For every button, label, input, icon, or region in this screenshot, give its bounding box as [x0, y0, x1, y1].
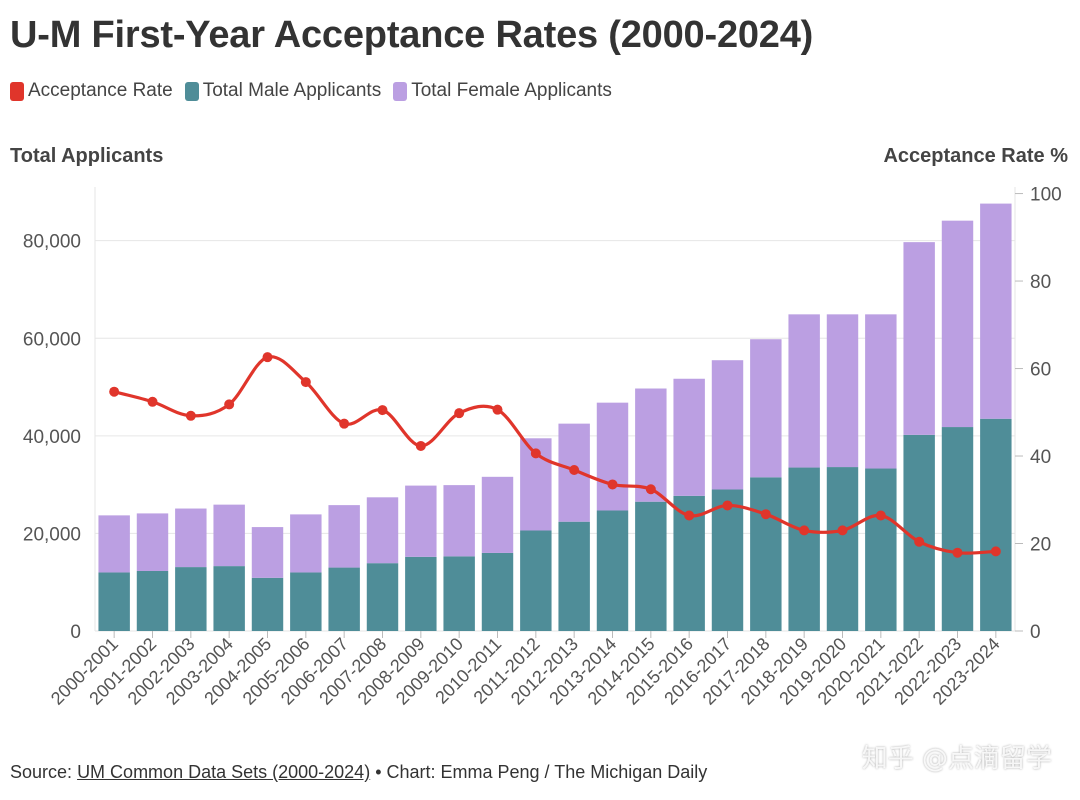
bar-male [481, 552, 514, 631]
y2-tick-label: 60 [1030, 360, 1051, 381]
bar-female [826, 314, 859, 468]
footer: Source: UM Common Data Sets (2000-2024) … [10, 762, 707, 783]
bar-male [520, 530, 552, 631]
bar-female [788, 314, 820, 468]
acceptance-rate-point [914, 536, 925, 547]
acceptance-rate-point [990, 546, 1001, 557]
bar-female [251, 527, 284, 578]
y2-tick-label: 20 [1030, 535, 1051, 556]
bar-female [865, 314, 897, 469]
y-tick-label: 0 [70, 622, 81, 643]
bar-female [941, 220, 974, 428]
left-axis-title: Total Applicants [10, 145, 164, 167]
bar-male [558, 521, 590, 631]
bar-male [175, 567, 207, 631]
legend-item-acceptance-rate: Acceptance Rate [10, 80, 173, 102]
bar-female [750, 339, 782, 478]
bar-male [750, 477, 782, 631]
bar-female [98, 515, 130, 573]
chart-credit: • Chart: Emma Peng / The Michigan Daily [370, 762, 708, 782]
acceptance-rate-point [569, 465, 580, 476]
acceptance-rate-point [300, 377, 311, 388]
bar-male [366, 563, 399, 631]
y2-tick-label: 100 [1030, 185, 1062, 206]
legend-label-female: Total Female Applicants [411, 80, 612, 101]
acceptance-rate-point [109, 386, 120, 397]
legend-label-male: Total Male Applicants [202, 80, 382, 101]
acceptance-rate-point [645, 484, 656, 495]
y-tick-label: 60,000 [23, 329, 81, 350]
bar-male [136, 570, 169, 631]
bar-male [213, 566, 245, 631]
acceptance-rate-point [875, 510, 886, 521]
acceptance-rate-point [224, 399, 235, 410]
bar-female [481, 476, 514, 553]
bar-female [405, 485, 437, 557]
bar-male [251, 577, 284, 631]
y-tick-label: 20,000 [23, 524, 81, 545]
bar-female [136, 513, 169, 571]
bar-female [635, 388, 667, 502]
bar-male [980, 418, 1012, 631]
bar-female [290, 514, 322, 573]
bar-female [903, 242, 935, 435]
legend-label-acceptance-rate: Acceptance Rate [28, 80, 173, 101]
acceptance-rate-point [339, 418, 350, 429]
source-link[interactable]: UM Common Data Sets (2000-2024) [77, 762, 371, 782]
legend-swatch-male [184, 81, 199, 101]
bar-male [405, 556, 437, 631]
legend-swatch-acceptance-rate [10, 81, 24, 101]
y2-tick-label: 0 [1030, 622, 1041, 643]
legend: Acceptance Rate Total Male Applicants To… [10, 80, 612, 102]
acceptance-rate-point [185, 410, 196, 421]
bar-male [596, 510, 629, 631]
chart-title: U-M First-Year Acceptance Rates (2000-20… [10, 14, 814, 56]
acceptance-rate-point [952, 547, 963, 558]
bar-female [328, 505, 360, 568]
bar-male [98, 572, 130, 631]
watermark: 知乎 @点滴留学 [861, 744, 1052, 774]
bar-male [826, 467, 859, 631]
legend-item-male: Total Male Applicants [184, 80, 382, 102]
acceptance-rate-point [837, 525, 848, 536]
bar-female [673, 378, 705, 496]
acceptance-rate-point [454, 408, 465, 419]
y-tick-label: 40,000 [23, 427, 81, 448]
acceptance-rate-point [415, 440, 426, 451]
acceptance-rate-line [113, 355, 996, 555]
y-tick-label: 80,000 [23, 232, 81, 253]
y2-tick-label: 40 [1030, 447, 1051, 468]
acceptance-rate-point [377, 405, 388, 416]
source-prefix: Source: [10, 762, 73, 782]
bar-female [366, 497, 399, 564]
y2-tick-label: 80 [1030, 272, 1051, 293]
bar-female [596, 402, 629, 511]
bar-male [711, 489, 744, 631]
acceptance-rate-point [492, 404, 503, 415]
bar-female [711, 360, 744, 490]
acceptance-rate-point [722, 500, 733, 511]
acceptance-rate-point [607, 479, 618, 490]
right-axis-title: Acceptance Rate % [883, 145, 1068, 167]
legend-swatch-female [393, 81, 408, 101]
bar-female [980, 203, 1012, 419]
bar-male [443, 556, 475, 631]
acceptance-rate-point [684, 510, 695, 521]
bar-male [788, 467, 820, 631]
bar-female [443, 485, 475, 557]
acceptance-rate-point [760, 509, 771, 520]
acceptance-rate-point [530, 448, 541, 459]
bar-male [328, 567, 360, 631]
bar-female [213, 504, 245, 567]
acceptance-rate-point [799, 525, 810, 536]
bar-male [865, 468, 897, 631]
bar-female [175, 508, 207, 568]
bar-male [635, 501, 667, 631]
acceptance-rate-point [262, 352, 273, 363]
acceptance-rate-point [147, 396, 158, 407]
legend-item-female: Total Female Applicants [393, 80, 612, 102]
bar-male [290, 572, 322, 631]
bar-male [941, 427, 974, 631]
